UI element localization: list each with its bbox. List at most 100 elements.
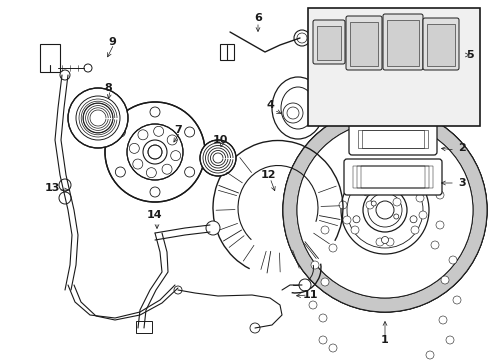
Circle shape (162, 164, 172, 174)
Bar (426, 24, 454, 66)
Circle shape (318, 336, 326, 344)
Text: 1: 1 (380, 335, 388, 345)
Circle shape (115, 167, 125, 177)
Circle shape (342, 216, 350, 224)
Circle shape (150, 107, 160, 117)
Circle shape (59, 192, 71, 204)
Circle shape (385, 238, 393, 246)
Circle shape (448, 256, 456, 264)
Circle shape (205, 221, 220, 235)
Circle shape (398, 182, 406, 189)
Circle shape (370, 201, 375, 206)
FancyBboxPatch shape (343, 159, 441, 195)
Text: 2: 2 (457, 143, 465, 153)
Circle shape (375, 238, 383, 246)
Circle shape (200, 140, 236, 176)
Circle shape (115, 127, 125, 137)
Text: 7: 7 (174, 125, 182, 135)
Circle shape (308, 301, 316, 309)
Circle shape (129, 143, 139, 153)
Circle shape (392, 198, 400, 206)
Text: 5: 5 (465, 50, 473, 60)
Text: 14: 14 (147, 210, 163, 220)
Circle shape (438, 316, 446, 324)
Circle shape (142, 140, 167, 164)
Bar (357, 130, 427, 148)
Text: 3: 3 (457, 178, 465, 188)
Circle shape (310, 261, 318, 269)
Circle shape (310, 93, 325, 107)
Circle shape (138, 130, 148, 140)
Circle shape (410, 226, 418, 234)
FancyBboxPatch shape (382, 14, 422, 70)
Circle shape (184, 127, 194, 137)
Text: 9: 9 (108, 37, 116, 47)
Circle shape (174, 286, 182, 294)
Circle shape (352, 216, 359, 223)
Circle shape (320, 278, 328, 286)
Bar (386, 20, 418, 66)
Circle shape (393, 214, 398, 219)
Circle shape (167, 135, 177, 145)
Circle shape (293, 30, 309, 46)
Text: 11: 11 (302, 290, 317, 300)
Circle shape (409, 216, 416, 223)
Circle shape (381, 237, 387, 243)
Circle shape (150, 187, 160, 197)
Bar (316, 26, 340, 60)
Circle shape (445, 336, 453, 344)
Text: 6: 6 (254, 13, 262, 23)
Circle shape (296, 122, 472, 298)
Circle shape (127, 124, 183, 180)
Bar (307, 8, 479, 126)
FancyBboxPatch shape (346, 16, 381, 70)
Circle shape (452, 296, 460, 304)
FancyBboxPatch shape (348, 123, 436, 155)
Circle shape (84, 64, 92, 72)
Text: 13: 13 (44, 183, 60, 193)
Bar (352, 166, 432, 188)
Circle shape (320, 226, 328, 234)
Circle shape (415, 194, 423, 202)
Circle shape (418, 211, 426, 219)
Text: 10: 10 (212, 135, 227, 145)
Circle shape (435, 221, 443, 229)
Bar (361, 130, 423, 148)
Bar (220, 44, 234, 60)
Bar (356, 166, 428, 188)
Circle shape (170, 150, 180, 161)
Circle shape (425, 351, 433, 359)
Circle shape (388, 186, 396, 194)
Ellipse shape (271, 77, 324, 139)
Circle shape (365, 201, 373, 209)
Circle shape (298, 279, 310, 291)
Circle shape (249, 323, 260, 333)
Circle shape (318, 314, 326, 322)
Circle shape (350, 226, 358, 234)
Circle shape (435, 191, 443, 199)
Circle shape (328, 244, 336, 252)
Circle shape (352, 184, 360, 192)
Circle shape (283, 103, 303, 123)
Text: 8: 8 (104, 83, 112, 93)
Circle shape (408, 184, 416, 192)
Text: 4: 4 (265, 100, 273, 110)
Circle shape (105, 102, 204, 202)
Text: 12: 12 (260, 170, 275, 180)
FancyBboxPatch shape (312, 20, 345, 64)
Circle shape (363, 182, 370, 189)
Circle shape (60, 70, 70, 80)
Circle shape (430, 241, 438, 249)
Bar (40, 44, 60, 72)
FancyBboxPatch shape (422, 18, 458, 70)
Circle shape (184, 167, 194, 177)
Circle shape (68, 88, 128, 148)
Circle shape (283, 108, 486, 312)
Circle shape (59, 179, 71, 191)
Circle shape (440, 276, 448, 284)
Circle shape (362, 188, 370, 196)
Bar (349, 22, 377, 66)
Circle shape (328, 344, 336, 352)
Circle shape (338, 201, 346, 209)
Circle shape (375, 201, 393, 219)
